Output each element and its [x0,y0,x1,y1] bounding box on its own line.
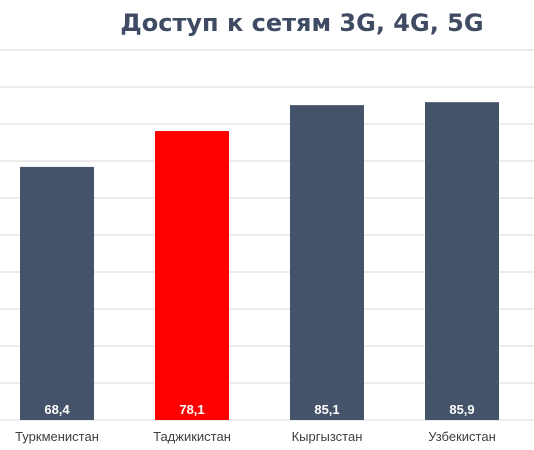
category-label-1: Таджикистан [153,429,231,444]
category-label-2: Кыргызстан [292,429,363,444]
bar-2 [290,105,364,420]
bar-0 [20,166,94,420]
bars-group [20,102,499,421]
category-label-3: Узбекистан [428,429,496,444]
value-labels-group: 68,4 78,1 85,1 85,9 [44,402,474,417]
data-label-3: 85,9 [449,402,474,417]
data-label-1: 78,1 [179,402,204,417]
category-labels-group: Туркменистан Таджикистан Кыргызстан Узбекис… [15,429,496,444]
bar-1 [155,131,229,420]
bar-3 [425,102,499,421]
chart-title: Доступ к сетям 3G, 4G, 5G [120,9,483,37]
data-label-2: 85,1 [314,402,339,417]
category-label-0: Туркменистан [15,429,99,444]
data-label-0: 68,4 [44,402,70,417]
